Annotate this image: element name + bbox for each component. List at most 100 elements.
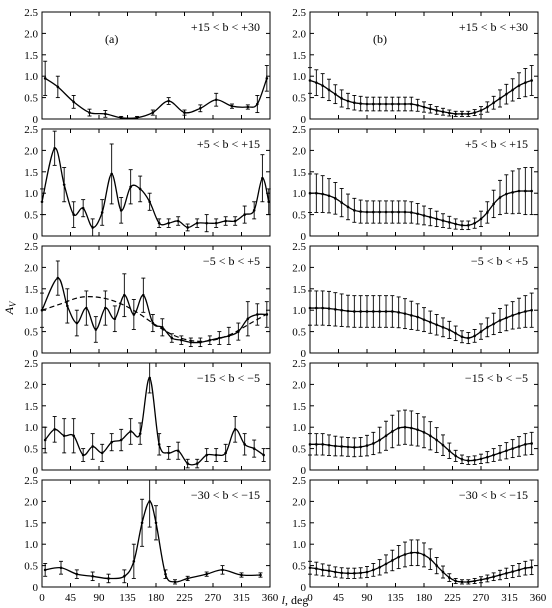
y-tick-label: 1.0 [292,71,306,83]
x-tick-label: 0 [39,592,45,604]
panel-a-1: 0 0.5 1.0 1.5 2.0 2.5 +5 < b < +15 [24,124,271,243]
y-tick-label: 0.5 [292,327,306,339]
x-tick-label: 270 [473,592,490,604]
y-tick-label: 2.5 [292,475,306,487]
y-tick-label: 0.5 [24,561,38,573]
x-tick-label: 225 [444,592,461,604]
panel-b-2: 0 0.5 1.0 1.5 2.0 2.5 −5 < b < +5 [292,241,539,360]
y-tick-label: 2.0 [292,496,306,508]
panel-b-3: 0 0.5 1.0 1.5 2.0 2.5 −15 < b < −5 [292,358,539,477]
y-tick-label: 1.0 [292,422,306,434]
y-tick-label: 2.0 [24,145,38,157]
y-tick-label: 1.5 [292,167,306,179]
band-label: −15 < b < −5 [197,371,260,385]
band-label: −15 < b < −5 [465,371,528,385]
y-tick-label: 2.5 [24,475,38,487]
y-tick-label: 0.5 [292,93,306,105]
y-tick-label: 2.0 [292,379,306,391]
y-tick-label: 1.5 [292,518,306,530]
x-tick-label: 135 [387,592,404,604]
band-label: −30 < b < −15 [191,488,260,502]
y-tick-label: 0.5 [292,561,306,573]
x-tick-label: 90 [94,592,106,604]
band-label: −5 < b < +5 [471,254,528,268]
y-tick-label: 2.5 [292,7,306,19]
y-tick-label: 0 [301,582,307,594]
band-label: +15 < b < +30 [459,20,528,34]
y-tick-label: 1.5 [24,167,38,179]
panel-a-2: 0 0.5 1.0 1.5 2.0 2.5 −5 < b < +5 [24,241,271,360]
band-label: +15 < b < +30 [191,20,260,34]
panel-a-4: 0 0.5 1.0 1.5 2.0 2.5 0 45 90 135 180 225 270 315 360 −… [24,475,279,604]
x-tick-label: 360 [262,592,279,604]
y-tick-label: 2.0 [24,262,38,274]
y-axis-title-main: A [2,306,16,315]
series-line [310,307,532,339]
y-tick-label: 2.0 [292,262,306,274]
y-tick-label: 2.5 [24,7,38,19]
y-tick-label: 1.0 [24,422,38,434]
x-axis-title-unit: , deg [285,593,308,607]
x-tick-label: 90 [362,592,374,604]
y-tick-label: 0 [301,231,307,243]
y-tick-label: 0 [33,114,39,126]
panels: 0 0.5 1.0 1.5 2.0 2.5 +15 < b < +30 (a) 0 0.5 1.0 1… [24,7,547,604]
y-tick-label: 0.5 [292,444,306,456]
y-tick-label: 0.5 [24,327,38,339]
x-tick-label: 0 [307,592,313,604]
y-tick-label: 1.5 [24,518,38,530]
y-tick-label: 2.5 [292,358,306,370]
x-tick-label: 180 [148,592,165,604]
y-tick-label: 0 [33,465,39,477]
x-tick-label: 315 [233,592,250,604]
y-tick-label: 0.5 [24,93,38,105]
series-line [41,147,270,229]
y-tick-label: 2.5 [292,241,306,253]
band-label: −5 < b < +5 [203,254,260,268]
series-line [309,551,532,583]
x-axis-title: l, deg [282,593,309,607]
y-tick-label: 2.5 [24,241,38,253]
panel-label-a: (a) [105,32,118,46]
panel-b-4: 0 0.5 1.0 1.5 2.0 2.5 0 45 90 135 180 225 270 315 360 −… [292,475,547,604]
x-axis-title-var: l [282,593,286,607]
y-tick-label: 2.5 [24,358,38,370]
series-line [45,500,261,583]
y-tick-label: 0 [33,231,39,243]
series-line [310,426,532,462]
y-tick-label: 2.5 [292,124,306,136]
x-tick-label: 45 [333,592,345,604]
y-tick-label: 1.0 [24,305,38,317]
series-line [44,377,265,466]
band-label: −30 < b < −15 [459,488,528,502]
series-line [44,77,268,119]
panel-b-0: 0 0.5 1.0 1.5 2.0 2.5 +15 < b < +30 (b) [292,7,539,126]
y-tick-label: 1.0 [24,539,38,551]
y-tick-label: 1.5 [292,401,306,413]
x-tick-label: 180 [416,592,433,604]
band-label: +5 < b < +15 [197,137,260,151]
y-tick-label: 0 [301,114,307,126]
x-tick-label: 315 [501,592,518,604]
panel-a-0: 0 0.5 1.0 1.5 2.0 2.5 +15 < b < +30 (a) [24,7,271,126]
y-axis-title: AV [2,300,18,315]
panel-b-1: 0 0.5 1.0 1.5 2.0 2.5 +5 < b < +15 [292,124,539,243]
y-tick-label: 0 [301,465,307,477]
x-tick-label: 135 [119,592,136,604]
y-tick-label: 1.5 [24,284,38,296]
y-tick-label: 1.0 [24,188,38,200]
y-tick-label: 0 [33,348,39,360]
panel-label-b: (b) [373,32,387,46]
y-tick-label: 2.0 [292,28,306,40]
x-tick-label: 360 [530,592,547,604]
series-line [41,277,267,344]
y-tick-label: 1.0 [24,71,38,83]
y-tick-label: 2.5 [24,124,38,136]
y-axis-title-sub: V [8,300,18,307]
y-tick-label: 1.0 [292,539,306,551]
y-tick-label: 1.5 [24,50,38,62]
y-tick-label: 2.0 [24,379,38,391]
y-tick-label: 0 [33,582,39,594]
series-line-dashed [41,296,271,342]
